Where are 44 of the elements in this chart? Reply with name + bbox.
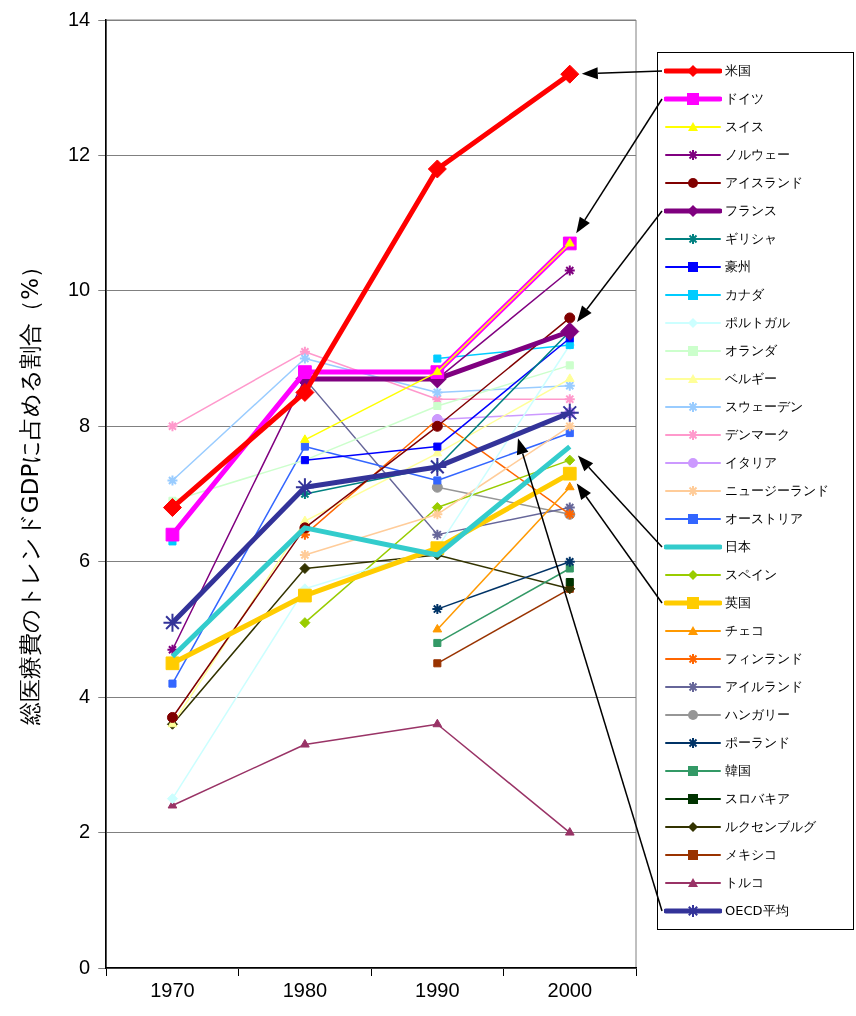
legend-label: ルクセンブルグ xyxy=(725,818,816,836)
legend-label: ポルトガル xyxy=(725,314,790,332)
legend-label: ベルギー xyxy=(725,370,777,388)
legend-label: カナダ xyxy=(725,286,764,304)
legend-label: スイス xyxy=(725,118,764,136)
x-tick-label: 1990 xyxy=(415,978,460,1001)
legend-label: 米国 xyxy=(725,62,751,80)
y-tick-label: 4 xyxy=(79,684,91,707)
legend-label: 日本 xyxy=(725,538,751,556)
x-tick-label: 1970 xyxy=(150,978,195,1001)
legend-label: トルコ xyxy=(725,874,764,892)
legend-label: イタリア xyxy=(725,454,777,472)
legend-label: アイスランド xyxy=(725,174,803,192)
y-tick-label: 14 xyxy=(68,7,91,30)
legend-label: スペイン xyxy=(725,566,777,584)
y-tick-label: 10 xyxy=(68,278,91,301)
y-tick-label: 0 xyxy=(79,955,91,978)
x-tick-label: 1980 xyxy=(282,978,328,1001)
legend-label: ニュージーランド xyxy=(725,482,829,500)
legend-label: 豪州 xyxy=(725,258,751,276)
legend-label: アイルランド xyxy=(725,678,803,696)
y-tick-label: 12 xyxy=(68,142,91,165)
legend-label: スウェーデン xyxy=(725,398,803,416)
legend-label: 韓国 xyxy=(725,762,751,780)
x-tick-label: 2000 xyxy=(547,978,593,1001)
legend-label: フランス xyxy=(725,202,777,220)
y-tick-label: 8 xyxy=(79,413,91,436)
legend-label: オーストリア xyxy=(725,510,803,528)
y-tick-label: 2 xyxy=(79,820,91,843)
legend-label: メキシコ xyxy=(725,846,777,864)
y-axis-title: 総医療費のトレンドGDPに占める割合（%） xyxy=(15,254,44,726)
legend-label: OECD平均 xyxy=(725,902,789,920)
legend-label: デンマーク xyxy=(725,426,790,444)
legend-label: ギリシャ xyxy=(725,230,777,248)
legend-label: ハンガリー xyxy=(725,706,790,724)
legend-label: ドイツ xyxy=(725,90,764,108)
legend-label: ノルウェー xyxy=(725,146,790,164)
legend-label: 英国 xyxy=(725,594,751,612)
legend-label: オランダ xyxy=(725,342,777,360)
legend-label: チェコ xyxy=(725,622,764,640)
legend-label: ポーランド xyxy=(725,734,790,752)
y-tick-label: 6 xyxy=(79,549,91,572)
legend-label: フィンランド xyxy=(725,650,803,668)
legend-label: スロバキア xyxy=(725,790,790,808)
